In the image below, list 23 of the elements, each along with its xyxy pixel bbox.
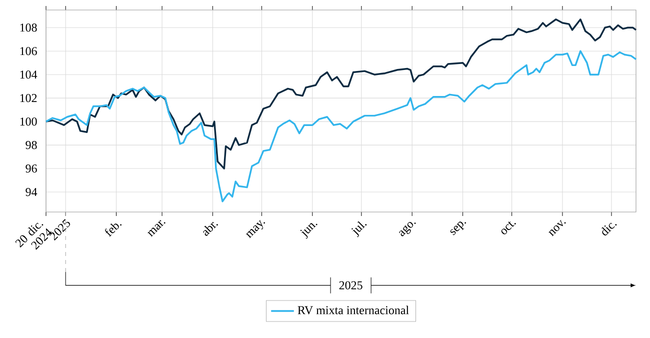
x-tick-label: abr. — [202, 222, 218, 236]
x-tick-label: nov. — [548, 220, 566, 236]
line-series — [45, 18, 637, 170]
x-tick-label: mar. — [147, 220, 166, 237]
y-tick-label: 98 — [26, 140, 37, 150]
x-tick-label: ago. — [398, 222, 416, 236]
y-tick-label: 100 — [20, 118, 37, 126]
x-tick-label: jun. — [300, 223, 318, 239]
text: 2025 — [339, 281, 362, 290]
x-tick-label: feb. — [105, 223, 122, 237]
y-tick-label: 108 — [20, 24, 37, 32]
x-tick-label: sep. — [450, 222, 466, 236]
line-series — [45, 50, 637, 202]
x-tick-label: jul. — [352, 221, 367, 238]
y-tick-label: 106 — [20, 47, 37, 56]
y-tick-label: 104 — [20, 70, 38, 79]
x-tick-label: oct. — [501, 221, 516, 234]
y-tick-label: 96 — [26, 164, 37, 173]
legend-label: RV mixta internacional — [298, 306, 409, 314]
y-tick-label: 94 — [26, 188, 38, 196]
x-tick-label: dic. — [601, 222, 617, 236]
x-tick-label: may. — [246, 220, 266, 238]
y-tick-label: 102 — [20, 94, 37, 102]
